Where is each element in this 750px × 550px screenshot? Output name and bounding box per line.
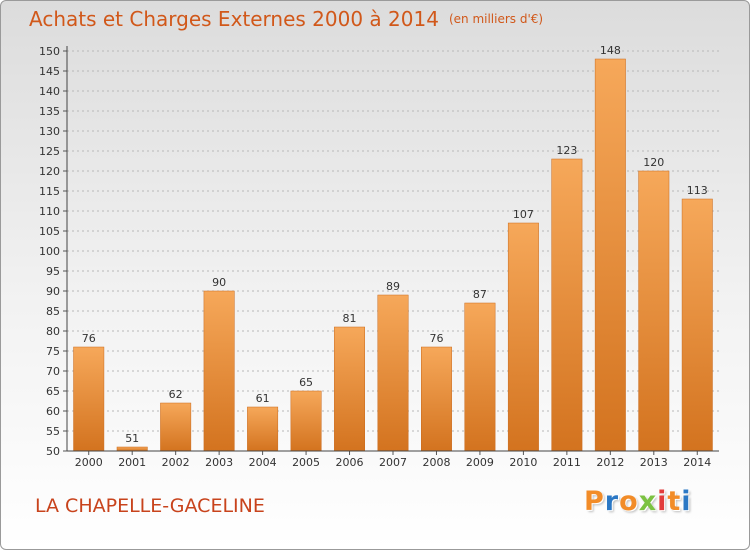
y-tick-label: 80 [46, 325, 60, 338]
x-tick-label: 2007 [379, 456, 407, 469]
x-tick-label: 2008 [422, 456, 450, 469]
data-label-2004: 61 [256, 392, 270, 405]
chart-title: Achats et Charges Externes 2000 à 2014 (e… [29, 7, 543, 31]
axes [66, 46, 719, 452]
y-tick-label: 120 [39, 165, 60, 178]
data-label-2000: 76 [82, 332, 96, 345]
data-label-2014: 113 [687, 184, 708, 197]
y-tick-label: 70 [46, 365, 60, 378]
bar-2008 [421, 346, 452, 452]
bars: 76 51 62 90 61 65 81 89 76 87 107 123 148 120 113 [73, 44, 713, 452]
bar-2009 [464, 302, 496, 452]
bar-2011 [551, 158, 583, 452]
data-label-2008: 76 [429, 332, 443, 345]
data-label-2002: 62 [169, 388, 183, 401]
x-axis-ticks: 2000 2001 2002 2003 2004 2005 2006 2007 2008 2009… [75, 451, 711, 469]
bar-2013 [638, 170, 670, 452]
bar-2002 [160, 402, 192, 452]
x-tick-label: 2011 [553, 456, 581, 469]
data-label-2001: 51 [125, 432, 139, 445]
data-label-2012: 148 [600, 44, 621, 57]
x-tick-label: 2012 [596, 456, 624, 469]
y-tick-label: 150 [39, 45, 60, 58]
chart-title-text: Achats et Charges Externes 2000 à 2014 [29, 7, 439, 31]
bar-2007 [377, 294, 409, 452]
x-tick-label: 2006 [336, 456, 364, 469]
x-tick-label: 2000 [75, 456, 103, 469]
bar-2012 [594, 58, 626, 452]
data-label-2010: 107 [513, 208, 534, 221]
bar-2010 [507, 222, 539, 452]
y-tick-label: 55 [46, 425, 60, 438]
y-tick-label: 140 [39, 85, 60, 98]
bar-2003 [203, 290, 235, 452]
y-tick-label: 50 [46, 445, 60, 458]
y-tick-label: 75 [46, 345, 60, 358]
chart-unit: (en milliers d'€) [448, 12, 544, 26]
logo-letter: t [667, 486, 682, 517]
logo-letter: P [584, 486, 605, 517]
x-tick-label: 2001 [118, 456, 146, 469]
y-tick-label: 115 [39, 185, 60, 198]
bar-2001 [116, 446, 148, 452]
bar-2014 [681, 198, 713, 452]
data-label-2003: 90 [212, 276, 226, 289]
x-tick-label: 2013 [640, 456, 668, 469]
y-tick-label: 145 [39, 65, 60, 78]
x-tick-label: 2003 [205, 456, 233, 469]
data-label-2006: 81 [343, 312, 357, 325]
proxiti-logo: Proxiti [584, 486, 692, 517]
y-tick-label: 60 [46, 405, 60, 418]
y-tick-label: 100 [39, 245, 60, 258]
data-label-2007: 89 [386, 280, 400, 293]
data-label-2009: 87 [473, 288, 487, 301]
logo-letter: i [657, 486, 668, 517]
logo-letter: r [604, 486, 620, 517]
logo-letter: i [681, 486, 692, 517]
y-tick-label: 105 [39, 225, 60, 238]
x-tick-label: 2005 [292, 456, 320, 469]
data-label-2011: 123 [556, 144, 577, 157]
bar-2005 [290, 390, 322, 452]
y-tick-label: 90 [46, 285, 60, 298]
y-tick-label: 65 [46, 385, 60, 398]
bar-2004 [247, 406, 279, 452]
data-label-2005: 65 [299, 376, 313, 389]
logo-letter: o [619, 486, 639, 517]
x-tick-label: 2002 [162, 456, 190, 469]
x-tick-label: 2010 [509, 456, 537, 469]
y-tick-label: 85 [46, 305, 60, 318]
y-tick-label: 95 [46, 265, 60, 278]
x-tick-label: 2004 [249, 456, 277, 469]
y-tick-label: 125 [39, 145, 60, 158]
bar-2000 [73, 346, 105, 452]
y-tick-label: 130 [39, 125, 60, 138]
logo-letter: x [638, 486, 658, 517]
x-tick-label: 2009 [466, 456, 494, 469]
x-tick-label: 2014 [683, 456, 711, 469]
bar-2006 [334, 326, 365, 452]
data-label-2013: 120 [643, 156, 664, 169]
y-tick-label: 110 [39, 205, 60, 218]
y-axis-ticks: 50 55 60 65 70 75 80 85 90 95 100 105 110 115 120 125 13… [39, 45, 67, 458]
place-name: LA CHAPELLE-GACELINE [35, 495, 265, 517]
y-tick-label: 135 [39, 105, 60, 118]
